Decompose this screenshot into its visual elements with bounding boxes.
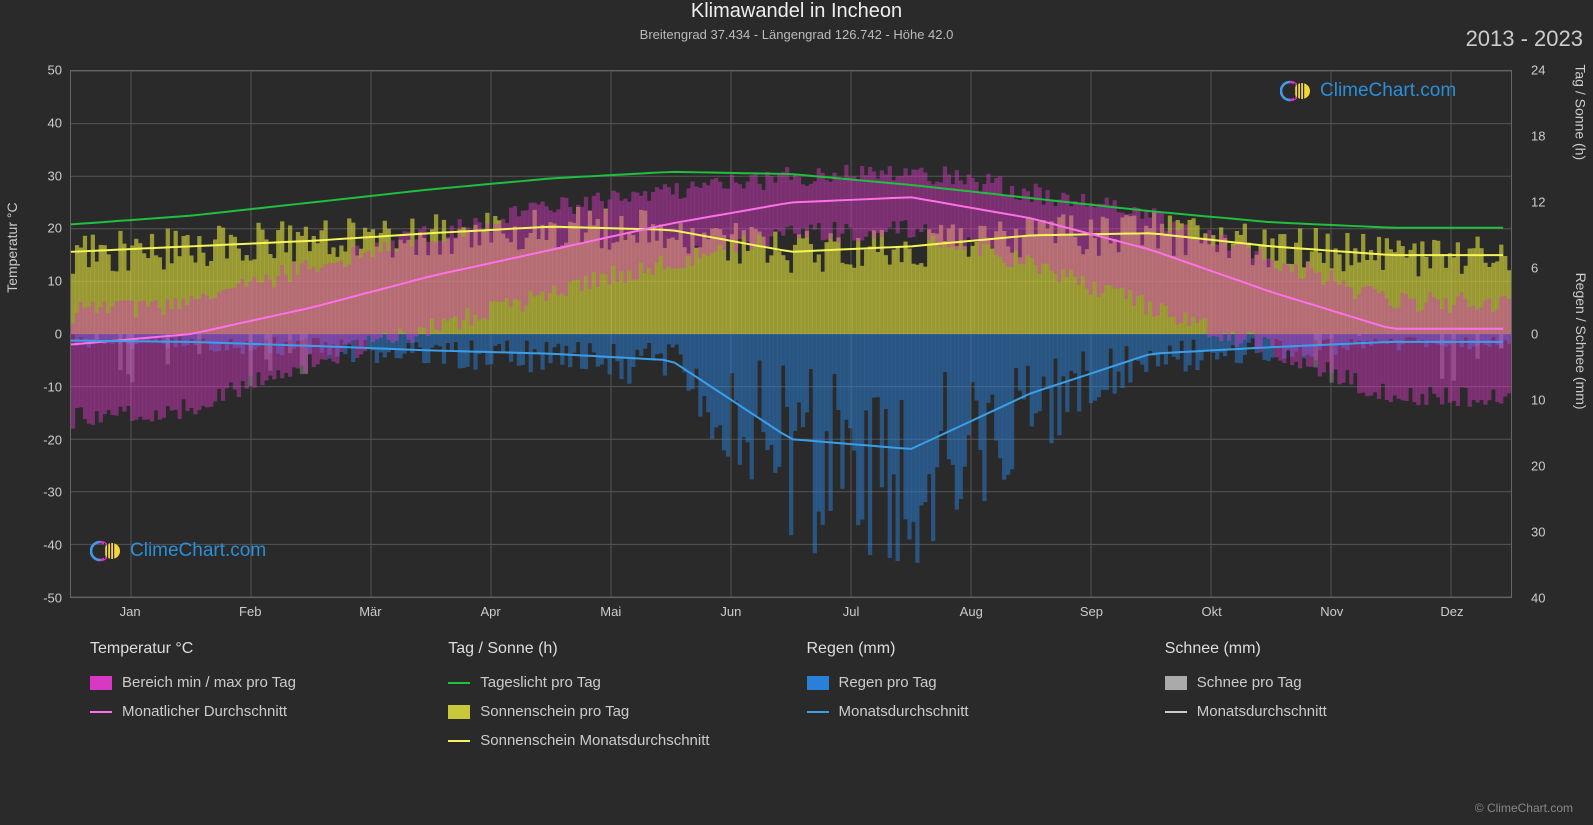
legend-label: Sonnenschein Monatsdurchschnitt bbox=[480, 732, 709, 749]
legend-title: Tag / Sonne (h) bbox=[448, 640, 806, 658]
legend-label: Sonnenschein pro Tag bbox=[480, 703, 629, 720]
x-tick-month: Jul bbox=[843, 604, 860, 619]
legend-label: Schnee pro Tag bbox=[1197, 674, 1302, 691]
y-tick-left: 10 bbox=[32, 274, 62, 289]
legend: Temperatur °C Bereich min / max pro Tag Mo… bbox=[90, 640, 1523, 761]
watermark-top: ClimeChart.com bbox=[1280, 80, 1456, 102]
legend-line-icon bbox=[1165, 711, 1187, 713]
legend-column: Schnee (mm) Schnee pro Tag Monatsdurchschn… bbox=[1165, 640, 1523, 761]
y-axis-left-title: Temperatur °C bbox=[4, 202, 20, 292]
legend-item: Schnee pro Tag bbox=[1165, 674, 1523, 691]
y-tick-right-top: 0 bbox=[1531, 327, 1561, 342]
y-axis-right-top-title: Tag / Sonne (h) bbox=[1573, 64, 1589, 160]
legend-line-icon bbox=[448, 682, 470, 684]
y-tick-left: 50 bbox=[32, 63, 62, 78]
legend-swatch bbox=[807, 676, 829, 690]
legend-label: Tageslicht pro Tag bbox=[480, 674, 601, 691]
legend-title: Temperatur °C bbox=[90, 640, 448, 658]
plot-area bbox=[70, 70, 1512, 598]
y-axis-right-bottom-title: Regen / Schnee (mm) bbox=[1573, 273, 1589, 410]
legend-column: Regen (mm) Regen pro Tag Monatsdurchschnit… bbox=[807, 640, 1165, 761]
legend-label: Monatlicher Durchschnitt bbox=[122, 703, 287, 720]
y-tick-right-bottom: 30 bbox=[1531, 525, 1561, 540]
logo-icon bbox=[90, 540, 124, 562]
copyright: © ClimeChart.com bbox=[1475, 801, 1573, 815]
y-tick-left: -50 bbox=[32, 591, 62, 606]
x-tick-month: Aug bbox=[960, 604, 983, 619]
legend-label: Monatsdurchschnitt bbox=[839, 703, 969, 720]
x-tick-month: Dez bbox=[1440, 604, 1463, 619]
y-tick-left: -20 bbox=[32, 432, 62, 447]
year-range: 2013 - 2023 bbox=[1466, 26, 1583, 52]
legend-label: Monatsdurchschnitt bbox=[1197, 703, 1327, 720]
x-tick-month: Nov bbox=[1320, 604, 1343, 619]
y-tick-right-top: 6 bbox=[1531, 261, 1561, 276]
legend-line-icon bbox=[448, 740, 470, 742]
y-tick-right-top: 18 bbox=[1531, 129, 1561, 144]
legend-label: Bereich min / max pro Tag bbox=[122, 674, 296, 691]
y-tick-left: 40 bbox=[32, 115, 62, 130]
legend-item: Bereich min / max pro Tag bbox=[90, 674, 448, 691]
y-tick-left: -40 bbox=[32, 538, 62, 553]
x-tick-month: Sep bbox=[1080, 604, 1103, 619]
logo-icon bbox=[1280, 80, 1314, 102]
x-tick-month: Mär bbox=[359, 604, 381, 619]
legend-label: Regen pro Tag bbox=[839, 674, 937, 691]
x-tick-month: Jun bbox=[720, 604, 741, 619]
legend-item: Monatsdurchschnitt bbox=[807, 703, 1165, 720]
y-tick-left: 30 bbox=[32, 168, 62, 183]
y-tick-left: -30 bbox=[32, 485, 62, 500]
legend-title: Regen (mm) bbox=[807, 640, 1165, 658]
x-tick-month: Jan bbox=[120, 604, 141, 619]
legend-line-icon bbox=[90, 711, 112, 713]
legend-swatch bbox=[90, 676, 112, 690]
y-tick-left: 0 bbox=[32, 327, 62, 342]
legend-item: Regen pro Tag bbox=[807, 674, 1165, 691]
legend-title: Schnee (mm) bbox=[1165, 640, 1523, 658]
y-tick-right-bottom: 20 bbox=[1531, 459, 1561, 474]
x-tick-month: Okt bbox=[1201, 604, 1221, 619]
legend-column: Tag / Sonne (h) Tageslicht pro Tag Sonnens… bbox=[448, 640, 806, 761]
legend-item: Sonnenschein Monatsdurchschnitt bbox=[448, 732, 806, 749]
x-tick-month: Feb bbox=[239, 604, 261, 619]
watermark-text: ClimeChart.com bbox=[1320, 80, 1456, 102]
y-tick-right-top: 12 bbox=[1531, 195, 1561, 210]
y-tick-right-bottom: 10 bbox=[1531, 393, 1561, 408]
chart-title: Klimawandel in Incheon bbox=[0, 0, 1593, 23]
watermark-text: ClimeChart.com bbox=[130, 540, 266, 562]
legend-item: Monatsdurchschnitt bbox=[1165, 703, 1523, 720]
y-tick-right-top: 24 bbox=[1531, 63, 1561, 78]
chart-subtitle: Breitengrad 37.434 - Längengrad 126.742 … bbox=[0, 27, 1593, 42]
legend-line-icon bbox=[807, 711, 829, 713]
legend-item: Sonnenschein pro Tag bbox=[448, 703, 806, 720]
chart-svg bbox=[71, 71, 1511, 597]
y-tick-left: -10 bbox=[32, 379, 62, 394]
y-tick-left: 20 bbox=[32, 221, 62, 236]
legend-swatch bbox=[1165, 676, 1187, 690]
legend-item: Monatlicher Durchschnitt bbox=[90, 703, 448, 720]
watermark-bottom: ClimeChart.com bbox=[90, 540, 266, 562]
x-tick-month: Apr bbox=[480, 604, 500, 619]
legend-swatch bbox=[448, 705, 470, 719]
legend-item: Tageslicht pro Tag bbox=[448, 674, 806, 691]
x-tick-month: Mai bbox=[600, 604, 621, 619]
legend-column: Temperatur °C Bereich min / max pro Tag Mo… bbox=[90, 640, 448, 761]
y-tick-right-bottom: 40 bbox=[1531, 591, 1561, 606]
